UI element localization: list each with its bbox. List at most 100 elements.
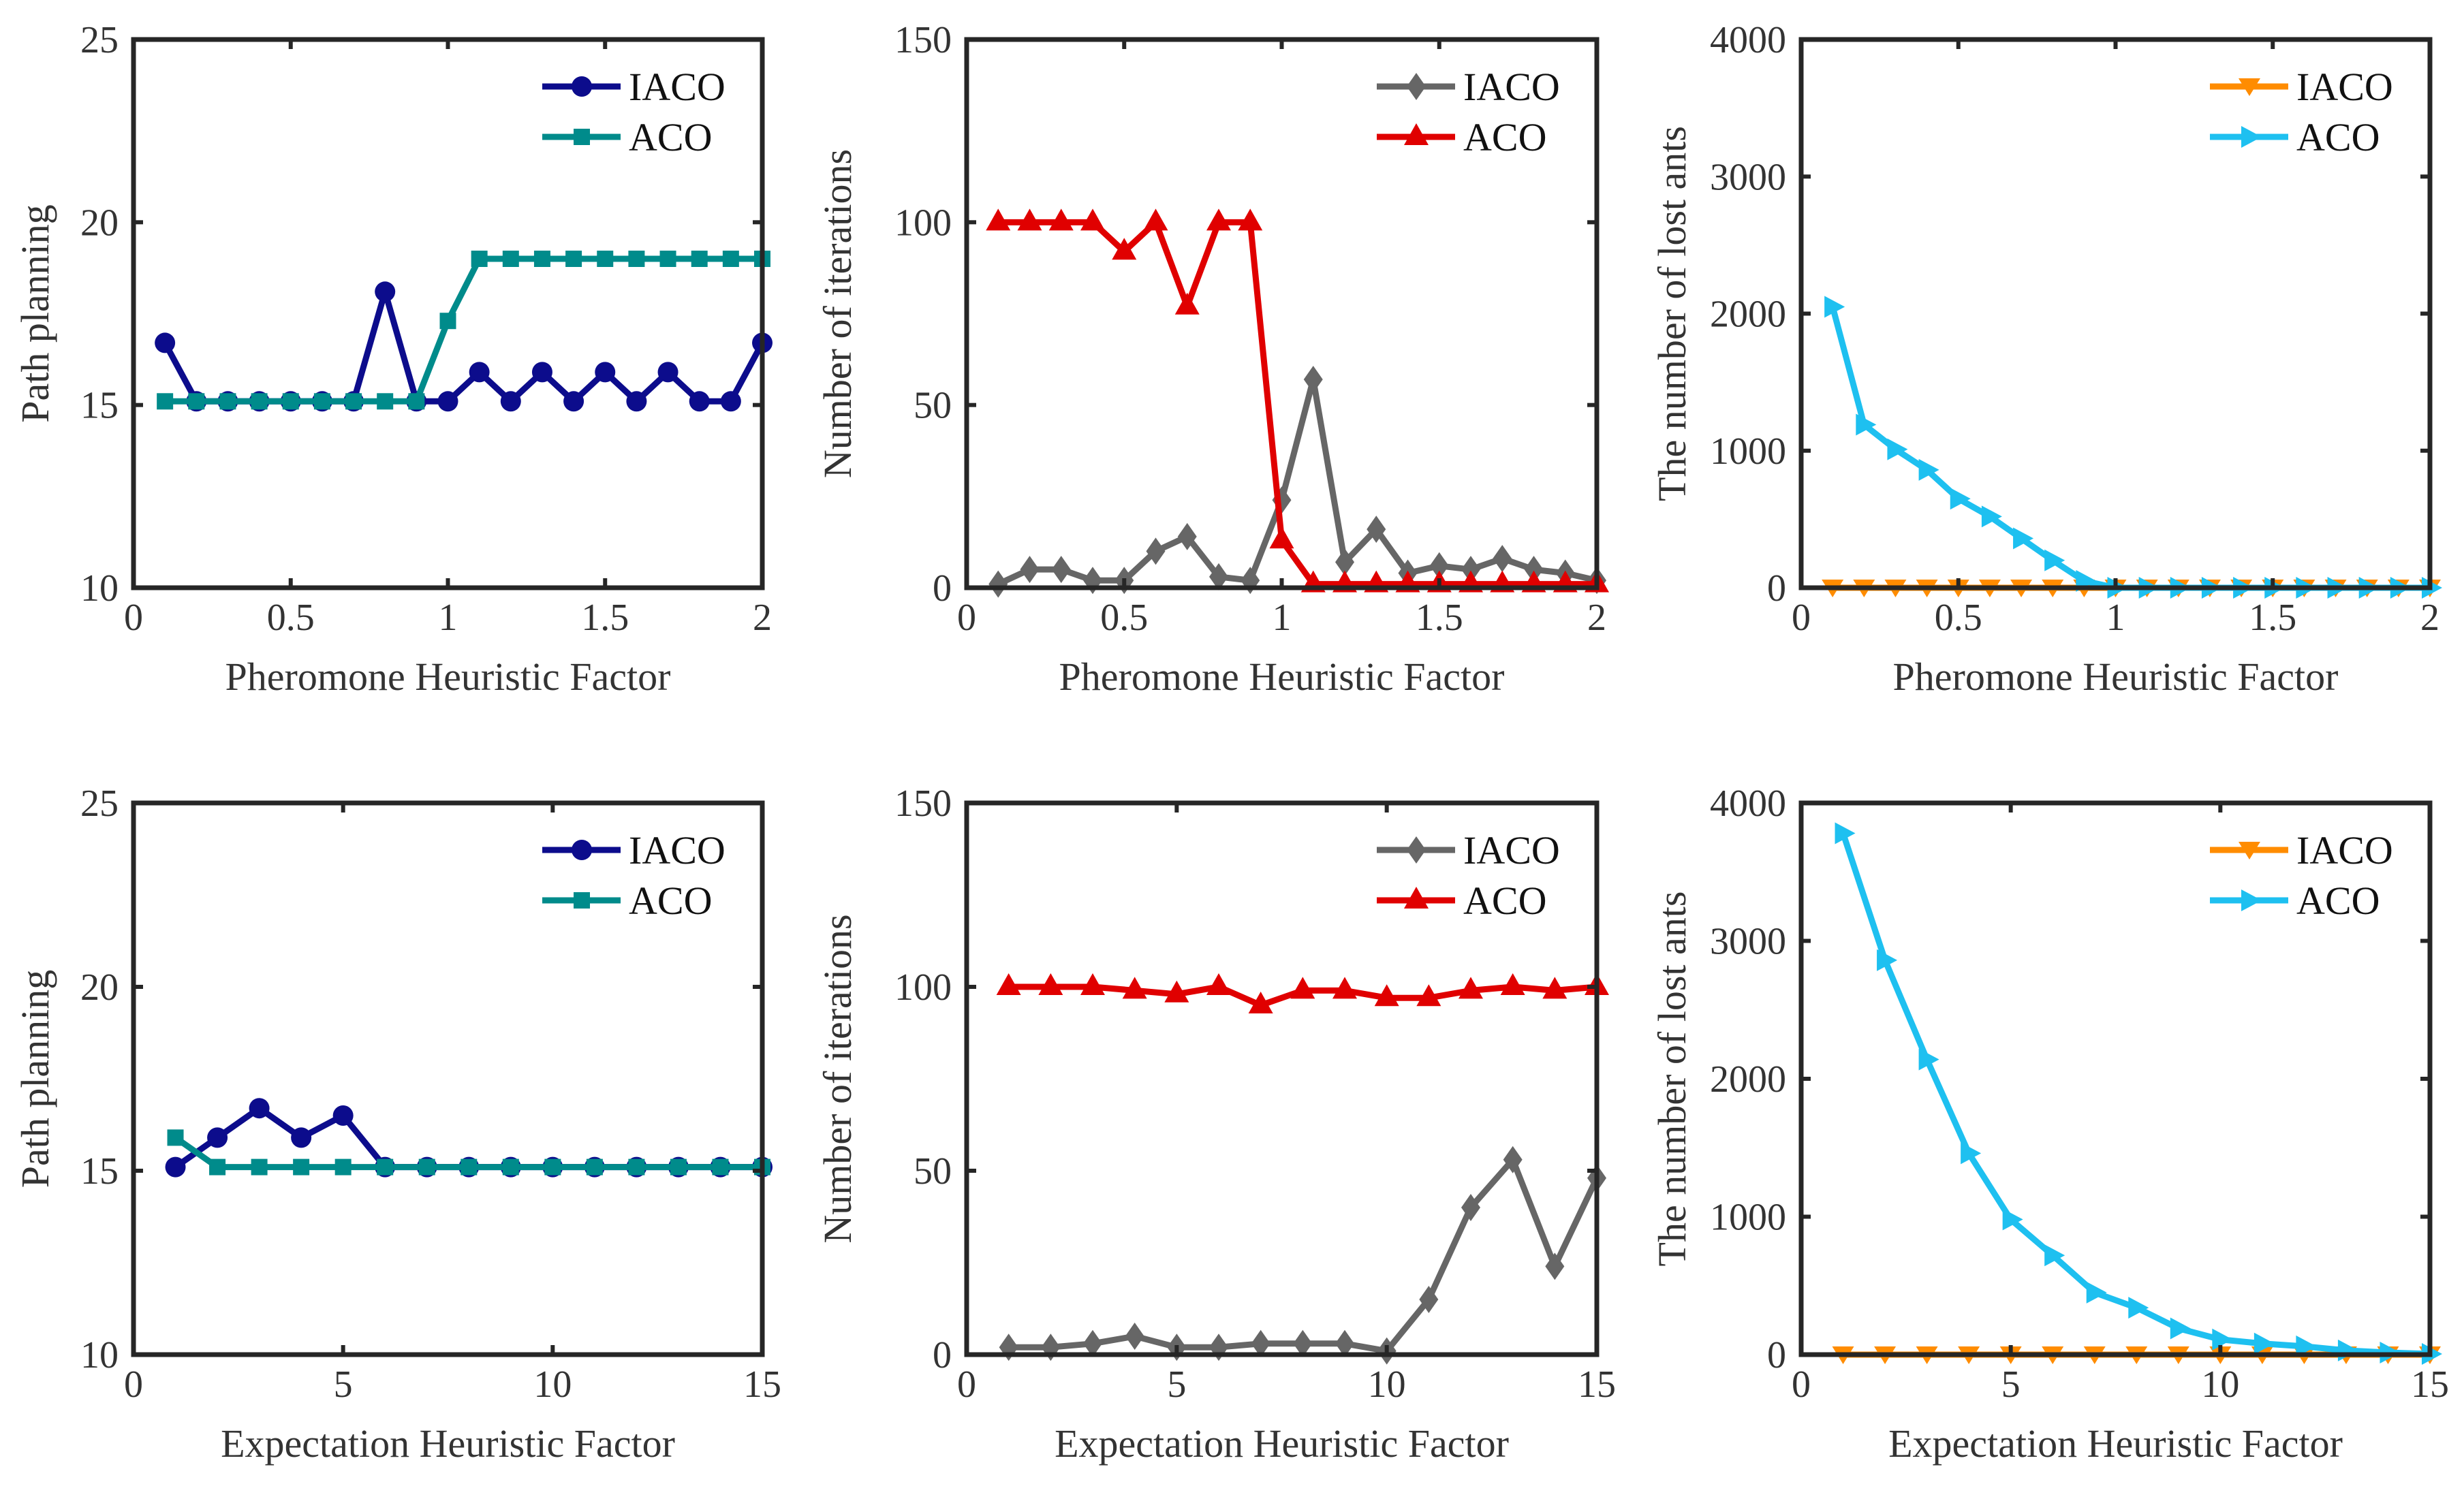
legend: IACO ACO [2210,828,2393,923]
data-point-iaco [1020,556,1040,584]
data-point-aco [1950,488,1971,510]
y-tick-label: 1000 [1710,430,1786,473]
data-point-iaco [1335,1329,1354,1357]
x-tick-label: 15 [743,1363,781,1406]
data-point-aco [1174,292,1200,315]
legend-label-aco: ACO [1463,879,1546,923]
data-point-iaco [1493,545,1512,573]
data-point-iaco [689,391,710,412]
data-point-aco [1248,992,1273,1013]
x-tick-label: 1.5 [1416,597,1463,639]
x-axis-label: Expectation Heuristic Factor [1888,1421,2343,1466]
data-point-aco [1877,949,1898,971]
data-point-aco [1416,984,1441,1007]
data-point-iaco [1051,556,1071,584]
data-point-iaco [1303,366,1323,394]
x-tick-label: 0 [957,597,976,639]
y-tick-label: 10 [80,567,119,610]
legend: IACO ACO [1377,65,1560,159]
y-axis-label: Path planning [13,204,57,423]
y-tick-label: 0 [933,1334,952,1376]
data-point-aco [691,251,708,267]
legend-label-iaco: IACO [1463,828,1560,872]
data-point-iaco [563,391,584,412]
y-tick-label: 20 [80,202,119,244]
x-tick-label: 1 [2106,597,2125,639]
legend: IACO ACO [542,65,726,159]
y-tick-label: 0 [933,567,952,610]
x-tick-label: 0.5 [1935,597,1982,639]
data-point-aco [293,1158,310,1175]
x-axis-label: Pheromone Heuristic Factor [1059,654,1505,699]
data-point-aco [2212,1328,2233,1351]
x-tick-label: 5 [2001,1363,2021,1406]
data-point-aco [1206,973,1231,995]
data-point-aco [1918,1048,1939,1071]
legend: IACO ACO [1377,828,1560,923]
legend-marker-aco [1404,887,1429,909]
legend-marker-aco [574,892,590,909]
data-point-iaco [1461,1194,1480,1221]
data-point-iaco [626,391,647,412]
legend-label-aco: ACO [629,879,712,923]
data-point-iaco [469,362,490,383]
data-point-iaco [595,362,616,383]
legend-label-aco: ACO [629,115,712,159]
x-axis-label: Expectation Heuristic Factor [221,1421,675,1466]
data-point-aco [157,393,174,410]
legend: IACO ACO [542,828,726,923]
series-line-aco [998,219,1597,588]
y-tick-label: 0 [1767,1334,1786,1376]
data-point-aco [670,1158,687,1175]
data-point-aco [1164,980,1189,1003]
data-point-aco [1835,822,1856,845]
y-axis-label: Number of iterations [815,149,860,478]
x-tick-label: 5 [1167,1363,1186,1406]
data-point-iaco [207,1127,228,1148]
data-point-aco [2044,1244,2065,1267]
x-tick-label: 1 [1273,597,1292,639]
data-point-iaco [437,391,458,412]
subplot-1: 0 0.5 1 1.5 2 10 15 20 25 Pheromone Heuristic Fac… [13,19,773,699]
x-tick-label: 1 [439,597,458,639]
data-point-iaco [1429,552,1449,580]
legend-marker-iaco [572,76,592,97]
y-tick-label: 1000 [1710,1197,1786,1239]
data-point-iaco [1461,556,1480,584]
y-tick-label: 50 [914,385,952,427]
legend-label-aco: ACO [2296,115,2380,159]
y-tick-label: 3000 [1710,156,1786,198]
legend-marker-aco [1404,123,1429,145]
legend-label-aco: ACO [2296,879,2380,923]
data-point-aco [1038,973,1063,995]
data-point-aco [659,251,676,267]
y-tick-label: 10 [80,1334,119,1376]
data-point-iaco [375,281,396,302]
data-point-aco [1269,526,1294,549]
y-axis-label: Number of iterations [815,914,860,1243]
data-point-aco [1918,458,1939,481]
data-point-iaco [1524,556,1544,584]
subplot-6: 0 5 10 15 0 1000 2000 3000 4000 Expectation Heuri… [1650,783,2449,1466]
data-point-iaco [1209,563,1228,590]
subplot-3: 0 0.5 1 1.5 2 0 1000 2000 3000 4000 Pheromone Heur… [1650,19,2442,699]
legend-marker-aco [574,129,590,145]
subplot-2: 0 0.5 1 1.5 2 0 50 100 150 Pheromone Heuristic Fa… [815,19,1609,699]
data-point-iaco [500,391,521,412]
data-point-aco [345,393,362,410]
data-point-aco [408,393,425,410]
data-point-iaco [720,391,741,412]
data-point-aco [1238,208,1263,231]
x-tick-label: 5 [334,1363,353,1406]
x-tick-label: 0 [124,1363,143,1406]
data-point-aco [597,251,614,267]
x-tick-label: 1.5 [2249,597,2296,639]
data-point-iaco [1367,516,1386,543]
x-tick-label: 10 [2201,1363,2239,1406]
data-point-iaco [531,362,552,383]
legend-label-iaco: IACO [2296,65,2393,109]
data-point-aco [1887,438,1908,460]
axes-box [131,800,765,1357]
data-point-iaco [1419,1286,1439,1313]
